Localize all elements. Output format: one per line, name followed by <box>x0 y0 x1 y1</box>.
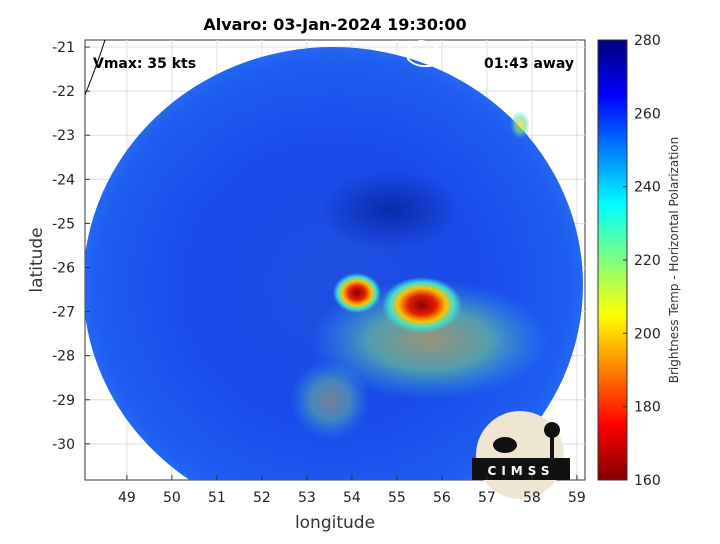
y-tick-label: -24 <box>52 172 75 188</box>
x-tick-label: 59 <box>568 490 586 506</box>
y-tick-label: -28 <box>52 349 75 365</box>
y-tick-label: -21 <box>52 40 75 56</box>
x-axis-label: longitude <box>295 513 375 533</box>
x-tick-label: 58 <box>523 490 541 506</box>
x-tick-label: 53 <box>298 490 316 506</box>
x-tick-label: 51 <box>208 490 226 506</box>
y-tick-label: -22 <box>52 84 75 100</box>
x-tick-label: 54 <box>343 490 361 506</box>
logo-text: CIMSS <box>488 464 555 478</box>
title: Alvaro: 03-Jan-2024 19:30:00 <box>203 15 466 34</box>
colorbar-tick-label: 200 <box>634 326 661 342</box>
x-tick-label: 52 <box>253 490 271 506</box>
colorbar-tick-label: 260 <box>634 106 661 122</box>
colorbar <box>597 39 628 481</box>
x-tick-label: 55 <box>388 490 406 506</box>
colorbar-tick-label: 280 <box>634 33 661 49</box>
annotation: 01:43 away <box>484 56 574 72</box>
y-axis-label: latitude <box>27 227 47 292</box>
logo: CIMSS <box>472 411 570 499</box>
y-tick-label: -26 <box>52 260 75 276</box>
y-tick-label: -29 <box>52 393 75 409</box>
x-tick-label: 50 <box>163 490 181 506</box>
y-tick-label: -30 <box>52 437 75 453</box>
y-tick-label: -27 <box>52 305 75 321</box>
colorbar-label: Brightness Temp - Horizontal Polarizatio… <box>667 137 681 384</box>
x-tick-label: 56 <box>433 490 451 506</box>
annotation: Vmax: 35 kts <box>93 56 196 72</box>
colorbar-tick-label: 180 <box>634 400 661 416</box>
imagery <box>85 40 583 480</box>
colorbar-tick-label: 160 <box>634 473 661 489</box>
colorbar-tick-label: 220 <box>634 253 661 269</box>
y-tick-label: -25 <box>52 216 75 232</box>
x-tick-label: 57 <box>478 490 496 506</box>
x-tick-label: 49 <box>118 490 136 506</box>
colorbar-tick-label: 240 <box>634 180 661 196</box>
y-tick-label: -23 <box>52 128 75 144</box>
